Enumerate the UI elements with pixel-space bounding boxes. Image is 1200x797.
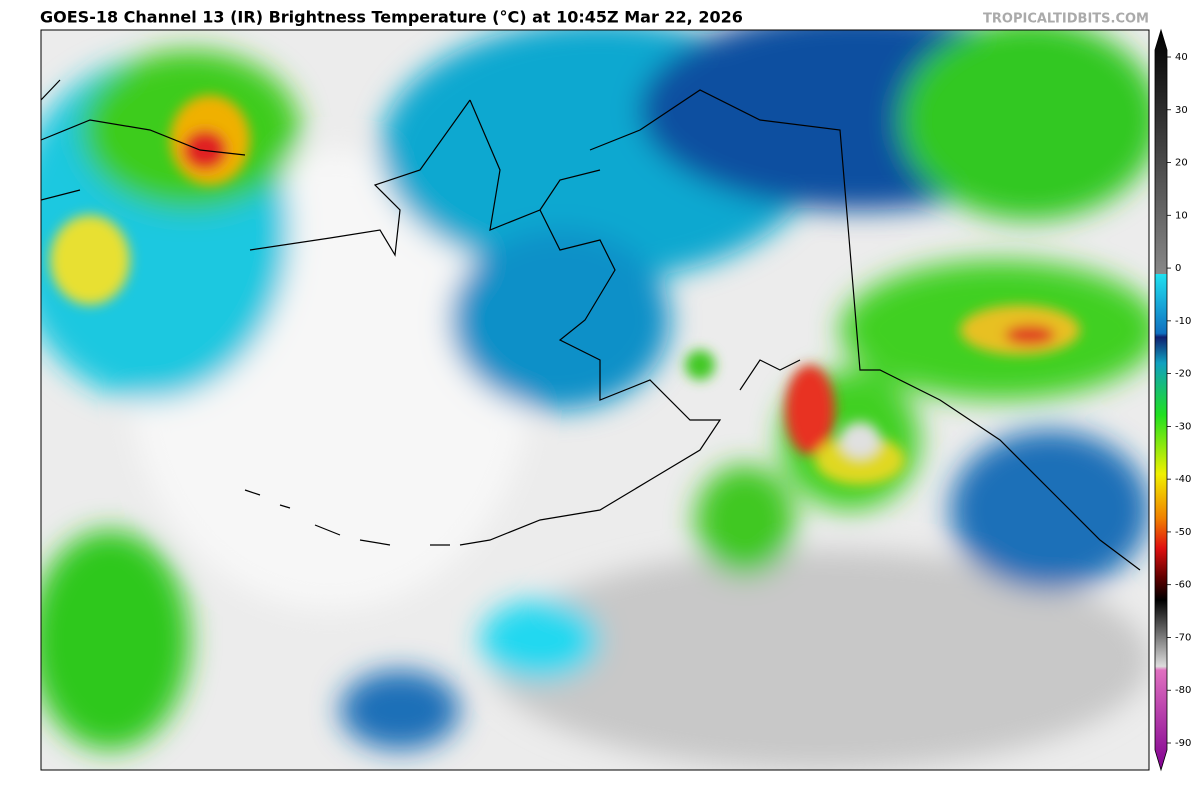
satellite-image [41, 30, 1149, 770]
colorbar-tick-label: -20 [1175, 369, 1191, 380]
colorbar [1154, 28, 1168, 772]
title: GOES-18 Channel 13 (IR) Brightness Tempe… [40, 8, 743, 27]
colorbar-tick-label: -90 [1175, 738, 1191, 749]
colorbar-tick-label: -50 [1175, 527, 1191, 538]
colorbar-tick-label: -60 [1175, 580, 1191, 591]
colorbar-tick-label: 10 [1175, 210, 1188, 221]
colorbar-tick-label: 30 [1175, 105, 1188, 116]
colorbar-tick-label: -30 [1175, 421, 1191, 432]
colorbar-tick-label: -80 [1175, 685, 1191, 696]
credit: TROPICALTIDBITS.COM [983, 12, 1149, 27]
colorbar-tick-label: -10 [1175, 316, 1191, 327]
colorbar-tick-label: -40 [1175, 474, 1191, 485]
colorbar-tick-label: 20 [1175, 158, 1188, 169]
colorbar-tick-label: 0 [1175, 263, 1181, 274]
colorbar-tick-label: -70 [1175, 632, 1191, 643]
map-frame [40, 29, 1150, 771]
colorbar-tick-label: 40 [1175, 52, 1188, 63]
